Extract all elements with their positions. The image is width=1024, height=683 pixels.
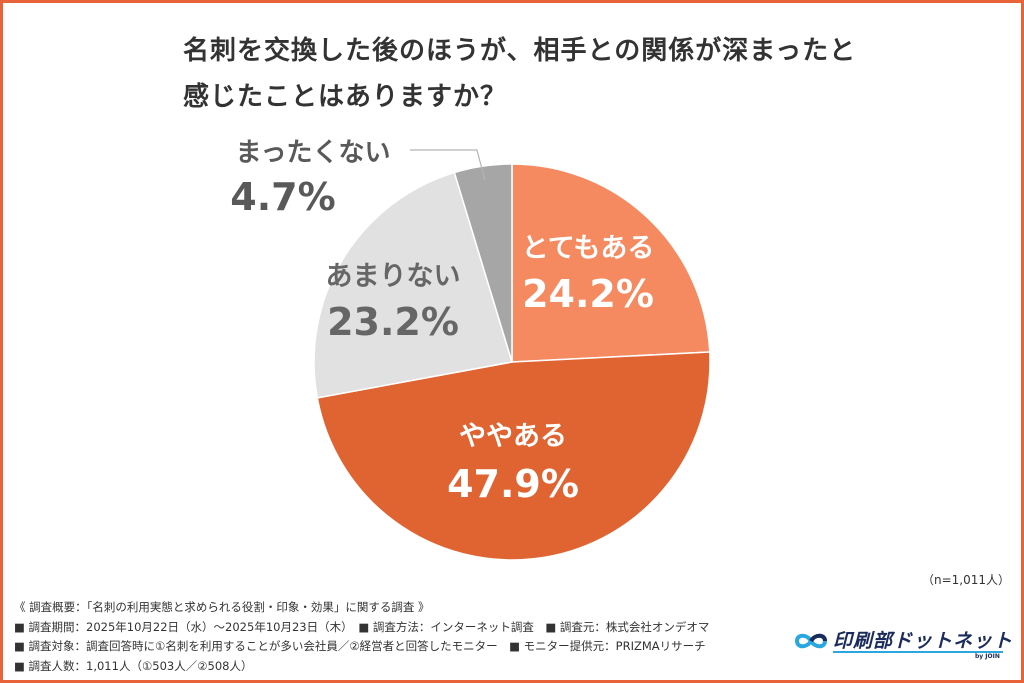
slice-label-1: とてもある — [522, 233, 655, 264]
footer-line-4: ■ 調査人数：1,011人（①503人／②508人） — [14, 658, 253, 673]
callout-line — [410, 149, 486, 181]
logo-byline: by JOIN — [975, 653, 1000, 660]
footer-line-3: ■ 調査対象：調査回答時に①名刺を利用することが多い会社員／②経営者と回答したモ… — [14, 639, 706, 653]
slice-value-3: 23.2% — [327, 300, 459, 344]
footer-line-1: 《 調査概要：「名刺の利用実態と求められる役割・印象・効果」に関する調査 》 — [14, 600, 430, 614]
pie-slice-1 — [511, 163, 711, 363]
chart-title-line-2: 感じたことはありますか？ — [183, 82, 508, 112]
logo-underline — [833, 651, 1003, 653]
pie-slice-4 — [453, 163, 513, 363]
survey-footer: 《 調査概要：「名刺の利用実態と求められる役割・印象・効果」に関する調査 》 ■… — [14, 598, 709, 676]
pie-slice-3 — [313, 171, 513, 399]
footer-line-2: ■ 調査期間：2025年10月22日（水）〜2025年10月23日（木） ■ 調… — [14, 619, 710, 634]
logo-name: 印刷部ドットネット — [833, 630, 1014, 652]
pie-slice-2 — [316, 351, 711, 561]
sample-size-note: （n=1,011人） — [922, 573, 1011, 587]
brand-logo: 印刷部ドットネット by JOIN — [793, 624, 1014, 660]
slice-value-2: 47.9% — [447, 462, 579, 506]
chart-title-line-1: 名刺を交換した後のほうが、相手との関係が深まったと — [183, 36, 857, 66]
slice-label-4: まったくない — [236, 138, 391, 168]
slice-label-3: あまりない — [326, 261, 461, 292]
slice-value-4: 4.7% — [230, 175, 335, 219]
infinity-logo-icon — [794, 633, 828, 649]
slice-label-2: ややある — [459, 421, 567, 452]
chart-title: 名刺を交換した後のほうが、相手との関係が深まったと 感じたことはありますか？ — [183, 28, 943, 120]
slice-value-1: 24.2% — [522, 272, 654, 316]
